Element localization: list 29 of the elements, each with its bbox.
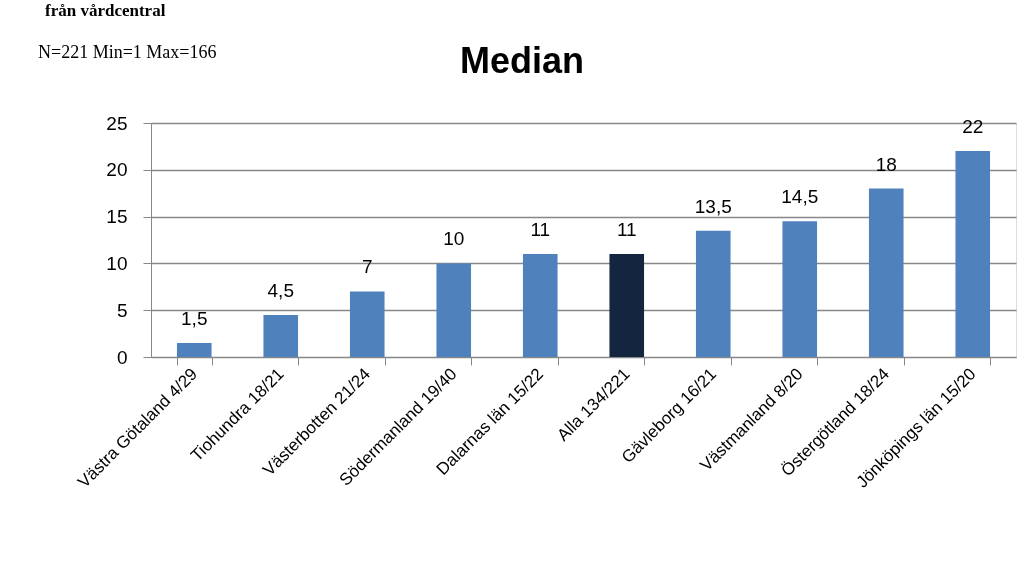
y-tick-label: 0 (116, 346, 128, 368)
data-label: 11 (530, 219, 551, 241)
bar (349, 291, 385, 357)
bar (868, 188, 904, 357)
text: från vårdcentral (45, 1, 166, 20)
bar (609, 254, 645, 357)
data-label: 22 (962, 116, 984, 138)
chart-title: Median (459, 40, 585, 81)
data-label: 1,5 (181, 307, 208, 329)
data-label: 4,5 (267, 279, 294, 301)
y-tick-label: 5 (116, 299, 128, 321)
data-label: 11 (616, 219, 637, 241)
bar (263, 314, 299, 357)
y-tick-label: 10 (106, 252, 128, 274)
data-label: 14,5 (781, 186, 819, 208)
data-label: 13,5 (694, 195, 732, 217)
bar (176, 342, 212, 357)
data-label: 18 (875, 153, 897, 175)
bar (695, 230, 731, 357)
bar (955, 151, 991, 357)
data-label: 10 (443, 228, 465, 250)
data-label: 7 (361, 256, 373, 278)
bar (782, 221, 818, 357)
bar (522, 254, 558, 357)
text: N=221 Min=1 Max=166 (38, 42, 217, 62)
bar (436, 263, 472, 357)
y-tick-label: 15 (106, 206, 128, 228)
y-tick-label: 20 (106, 159, 128, 181)
y-tick-label: 25 (106, 112, 128, 134)
